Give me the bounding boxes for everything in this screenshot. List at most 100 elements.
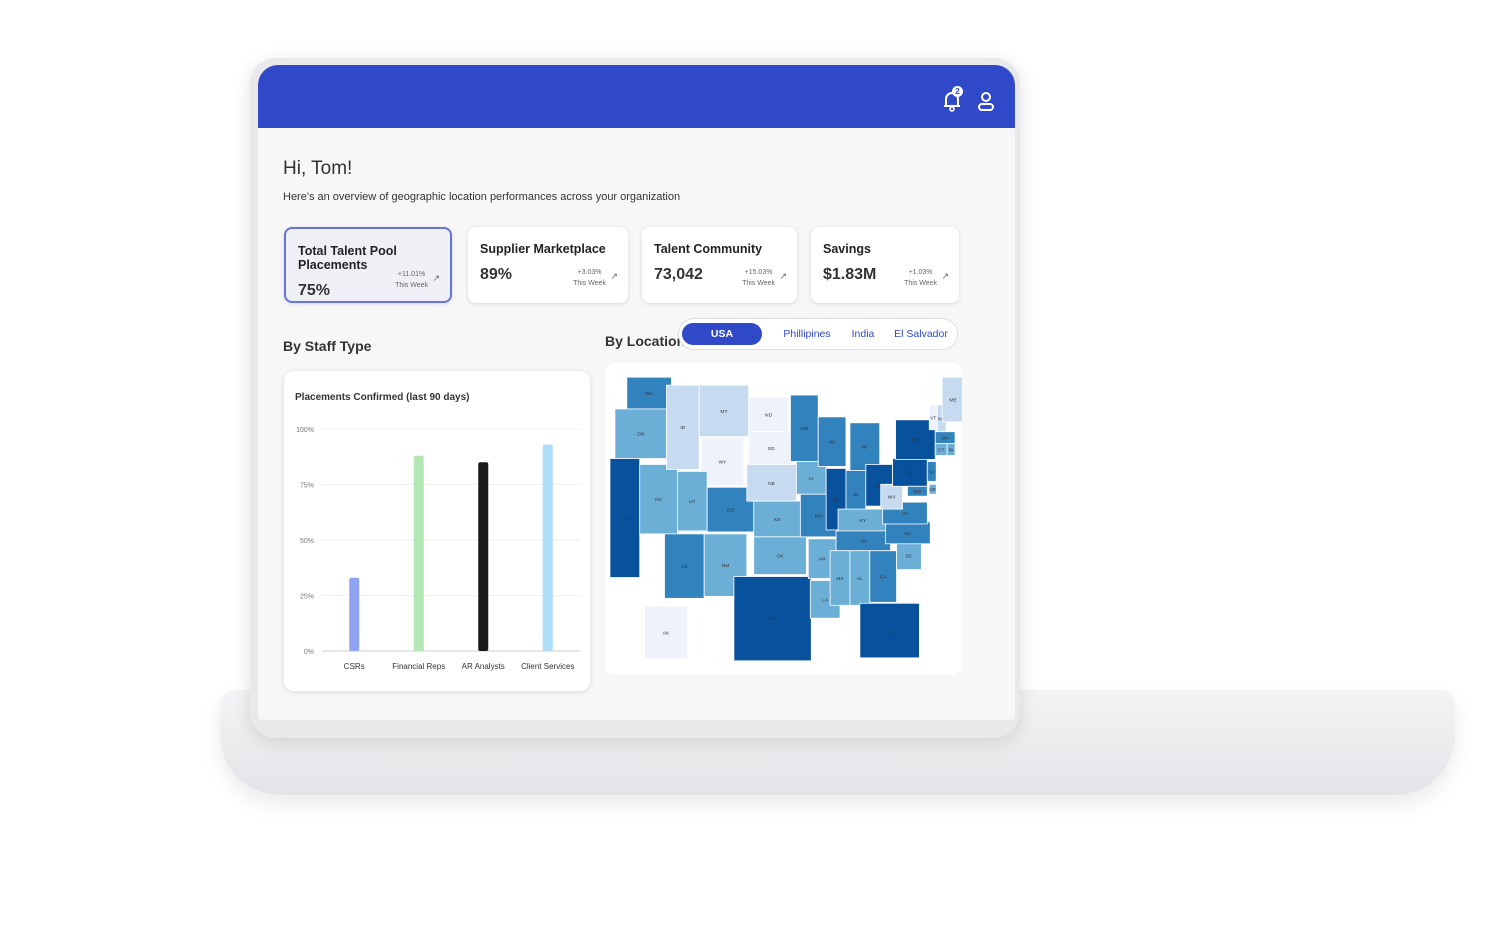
state-ut[interactable]: UT	[676, 471, 708, 532]
state-ok[interactable]: OK	[753, 536, 807, 575]
user-icon[interactable]	[976, 89, 998, 113]
state-shape	[849, 422, 881, 471]
trend-up-icon: ↗	[941, 271, 949, 281]
state-fl[interactable]: FL	[859, 602, 920, 659]
state-label: VA	[902, 511, 909, 517]
state-nv[interactable]: NV	[639, 464, 678, 535]
state-sc[interactable]: SC	[896, 541, 922, 570]
card-value: 75%	[298, 282, 331, 299]
tab-india[interactable]: India	[851, 328, 875, 340]
usa-map-card: WA OR CA NV ID MT WY UT AZ CO NM ND SD NE KS OK TX MN IA MO…	[605, 363, 965, 675]
state-ri[interactable]: RI	[946, 443, 956, 456]
state-tn[interactable]: TN	[835, 530, 891, 552]
state-ca[interactable]: CA	[609, 458, 641, 578]
state-label: NJ	[929, 469, 936, 475]
card-period: This Week	[904, 280, 937, 287]
state-nc[interactable]: NC	[885, 521, 931, 545]
state-mn[interactable]: MN	[790, 394, 819, 462]
state-sd[interactable]: SD	[748, 431, 794, 465]
card-savings[interactable]: Savings $1.83M +1.03% This Week ↗	[811, 227, 959, 303]
state-label: ND	[765, 412, 773, 418]
state-ky[interactable]: KY	[837, 508, 889, 532]
state-label: AK	[663, 631, 670, 637]
state-label: TX	[769, 617, 776, 623]
state-ne[interactable]: NE	[746, 464, 797, 502]
tab-el-salvador[interactable]: El Salvador	[894, 328, 948, 340]
state-de[interactable]: DE	[928, 483, 937, 495]
tab-phillipines[interactable]: Phillipines	[783, 328, 831, 340]
state-mi[interactable]: MI	[849, 422, 881, 471]
card-value: 89%	[480, 266, 513, 283]
bar-financial-reps	[413, 455, 424, 651]
state-al[interactable]: AL	[849, 550, 871, 606]
state-shape	[928, 483, 937, 495]
state-shape	[753, 536, 807, 575]
usa-choropleth-map: WA OR CA NV ID MT WY UT AZ CO NM ND SD NE KS OK TX MN IA MO…	[609, 376, 965, 662]
state-label: ID	[680, 425, 685, 431]
state-ks[interactable]: KS	[753, 500, 801, 538]
state-label: IN	[853, 492, 858, 498]
card-period: This Week	[742, 280, 775, 287]
state-ak[interactable]: AK	[644, 605, 688, 660]
state-label: CA	[621, 516, 629, 522]
x-tick-label: AR Analysts	[462, 662, 505, 671]
state-wy[interactable]: WY	[700, 437, 745, 486]
bell-icon[interactable]: 2	[942, 86, 964, 113]
state-pa[interactable]: PA	[892, 458, 928, 487]
notification-badge: 2	[952, 86, 963, 97]
state-wi[interactable]: WI	[817, 416, 847, 467]
state-az[interactable]: AZ	[664, 533, 705, 599]
state-label: NV	[655, 497, 663, 503]
state-wa[interactable]: WA	[626, 376, 672, 410]
state-tx[interactable]: TX	[733, 576, 812, 662]
tab-usa[interactable]: USA	[682, 323, 762, 345]
state-ma[interactable]: MA	[934, 431, 956, 445]
state-label: NM	[722, 563, 730, 569]
state-wv[interactable]: WV	[880, 483, 903, 510]
state-label: SD	[768, 446, 775, 452]
y-tick-label: 0%	[304, 649, 314, 656]
card-title: Talent Community	[654, 242, 763, 256]
state-ms[interactable]: MS	[829, 550, 851, 606]
state-label: CT	[938, 448, 945, 454]
state-label: WY	[719, 459, 728, 465]
state-ny[interactable]: NY	[895, 419, 936, 460]
state-nj[interactable]: NJ	[926, 461, 937, 482]
trend-up-icon: ↗	[432, 273, 440, 283]
chart-title: Placements Confirmed (last 90 days)	[295, 392, 470, 403]
state-label: KY	[860, 518, 867, 524]
state-me[interactable]: ME	[941, 376, 965, 423]
state-or[interactable]: OR	[614, 408, 667, 459]
state-label: MN	[800, 426, 808, 432]
state-shape	[859, 602, 920, 659]
state-label: KS	[774, 517, 781, 523]
bar-ar-analysts	[478, 462, 489, 651]
card-talent-community[interactable]: Talent Community 73,042 +15.03% This Week…	[642, 227, 797, 303]
state-shape	[664, 533, 705, 599]
state-shape	[639, 464, 678, 535]
state-mt[interactable]: MT	[698, 384, 750, 438]
state-ct[interactable]: CT	[934, 443, 948, 456]
state-label: MO	[815, 514, 823, 520]
state-label: VT	[930, 415, 936, 421]
state-label: NY	[912, 438, 920, 444]
state-label: AR	[819, 557, 826, 563]
state-ga[interactable]: GA	[869, 550, 897, 603]
state-nd[interactable]: ND	[748, 396, 789, 433]
state-md[interactable]: MD	[907, 485, 928, 497]
state-label: MD	[914, 489, 922, 495]
card-delta: +11.01%	[397, 271, 426, 278]
card-supplier-marketplace[interactable]: Supplier Marketplace 89% +3.03% This Week…	[468, 227, 628, 303]
card-total-talent-pool[interactable]: Total Talent Pool Placements 75% +11.01%…	[284, 227, 452, 303]
state-label: OH	[875, 483, 883, 489]
state-shape	[896, 541, 922, 570]
state-shape	[926, 461, 937, 482]
state-id[interactable]: ID	[666, 384, 700, 470]
state-vt[interactable]: VT	[928, 404, 938, 431]
placements-chart-card: Placements Confirmed (last 90 days) 0% 25…	[284, 371, 590, 691]
trend-up-icon: ↗	[610, 271, 618, 281]
card-delta: +15.03%	[744, 269, 773, 276]
state-label: IL	[834, 497, 838, 503]
state-label: ME	[949, 397, 957, 403]
state-label: WV	[888, 495, 897, 501]
